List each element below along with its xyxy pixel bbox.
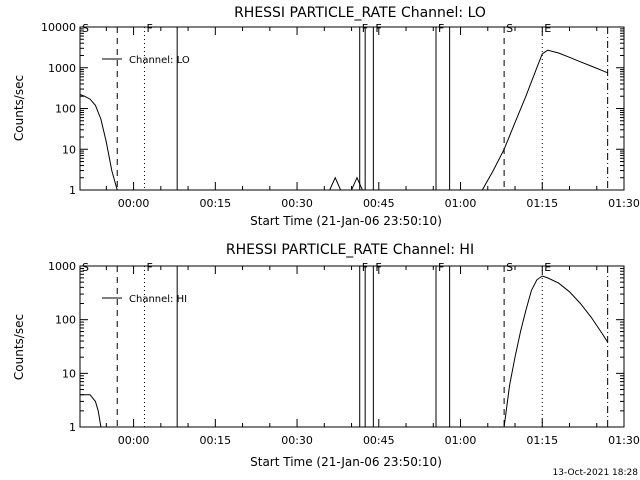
hi-x-tick-label: 01:15 <box>526 434 558 447</box>
lo-event-marker-label: F <box>146 22 152 35</box>
lo-y-tick-label: 10000 <box>41 21 76 34</box>
hi-event-marker-label: F <box>146 261 152 274</box>
hi-x-tick-label: 01:00 <box>445 434 477 447</box>
lo-y-axis-label: Counts/sec <box>12 75 26 141</box>
hi-x-tick-label: 01:30 <box>608 434 640 447</box>
lo-x-tick-label: 00:30 <box>281 197 313 210</box>
hi-chart-title: RHESSI PARTICLE_RATE Channel: HI <box>226 242 474 258</box>
hi-y-tick-label: 10 <box>62 367 76 380</box>
lo-legend-label: Channel: LO <box>129 55 190 66</box>
lo-series-line <box>79 49 608 191</box>
lo-event-marker-label: S <box>82 22 89 35</box>
lo-x-tick-label: 00:00 <box>118 197 150 210</box>
hi-event-marker-label: E <box>544 261 551 274</box>
hi-event-marker-label: F <box>438 261 444 274</box>
lo-y-tick-label: 100 <box>55 103 76 116</box>
lo-event-marker-label: F <box>375 22 381 35</box>
lo-y-tick-label: 1 <box>69 184 76 197</box>
hi-channel-panel: RHESSI PARTICLE_RATE Channel: HI Counts/… <box>12 242 640 469</box>
hi-event-marker-label: F <box>375 261 381 274</box>
lo-y-tick-label: 10 <box>62 143 76 156</box>
lo-channel-panel: RHESSI PARTICLE_RATE Channel: LO Counts/… <box>12 5 640 228</box>
hi-x-tick-label: 00:45 <box>363 434 395 447</box>
hi-legend-label: Channel: HI <box>129 294 187 305</box>
lo-event-marker-label: S <box>506 22 513 35</box>
hi-x-tick-label: 00:00 <box>118 434 150 447</box>
lo-x-tick-label: 01:15 <box>526 197 558 210</box>
hi-x-tick-label: 00:30 <box>281 434 313 447</box>
hi-y-tick-label: 1 <box>69 421 76 434</box>
lo-x-tick-label: 01:30 <box>608 197 640 210</box>
hi-x-axis-label: Start Time (21-Jan-06 23:50:10) <box>250 455 442 469</box>
lo-x-tick-label: 01:00 <box>445 197 477 210</box>
lo-x-tick-label: 00:15 <box>199 197 231 210</box>
hi-event-marker-label: S <box>506 261 513 274</box>
lo-event-marker-label: E <box>544 22 551 35</box>
lo-y-tick-label: 1000 <box>48 62 76 75</box>
hi-y-tick-label: 100 <box>55 314 76 327</box>
lo-x-axis-label: Start Time (21-Jan-06 23:50:10) <box>250 214 442 228</box>
timestamp-label: 13-Oct-2021 18:28 <box>553 468 639 478</box>
lo-x-tick-label: 00:45 <box>363 197 395 210</box>
lo-chart-title: RHESSI PARTICLE_RATE Channel: LO <box>234 5 486 21</box>
lo-event-marker-label: F <box>438 22 444 35</box>
hi-event-marker-label: S <box>82 261 89 274</box>
hi-y-axis-label: Counts/sec <box>12 314 26 380</box>
hi-y-tick-label: 1000 <box>48 260 76 273</box>
hi-series-line <box>80 275 609 428</box>
hi-x-tick-label: 00:15 <box>199 434 231 447</box>
